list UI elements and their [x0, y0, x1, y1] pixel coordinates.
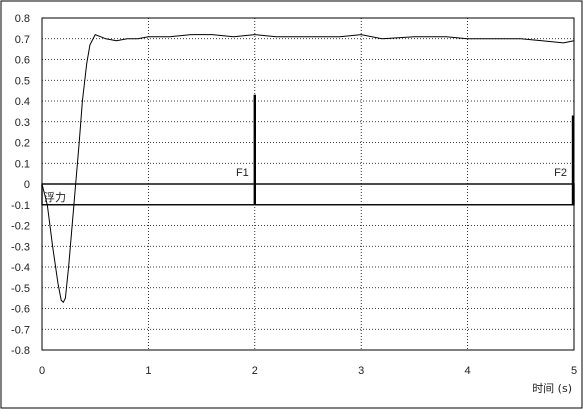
y-tick-label: 0.3 — [15, 117, 30, 129]
series-line-buoyancy — [41, 33, 575, 304]
y-tick-label: -0.3 — [11, 241, 30, 253]
y-tick-label: 0.4 — [15, 96, 30, 108]
x-tick-label: 3 — [358, 365, 364, 377]
y-tick-label: -0.6 — [11, 304, 30, 316]
y-tick-label: -0.2 — [11, 221, 30, 233]
y-tick-label: 0.6 — [15, 55, 30, 67]
y-tick-label: 0.1 — [15, 158, 30, 170]
force-markers: F1 F2 — [236, 94, 575, 205]
y-tick-label: -0.8 — [11, 345, 30, 357]
series-label: 浮力 — [44, 191, 66, 204]
y-tick-label: 0.2 — [15, 138, 30, 150]
y-tick-label: -0.7 — [11, 324, 30, 336]
y-tick-label: -0.4 — [11, 262, 30, 274]
plot-area-border — [41, 17, 575, 351]
x-tick-label: 0 — [39, 365, 45, 377]
x-tick-label: 1 — [145, 365, 151, 377]
marker-label-f1: F1 — [236, 167, 249, 179]
y-tick-label: -0.5 — [11, 283, 30, 295]
y-tick-label: 0.7 — [15, 34, 30, 46]
y-axis-tick-labels: 0.8 0.7 0.6 0.5 0.4 0.3 0.2 0.1 0 -0.1 -0.2 -0.3 -0.… — [11, 13, 30, 357]
y-tick-label: 0.8 — [15, 13, 30, 25]
y-tick-label: 0.5 — [15, 75, 30, 87]
y-tick-label: -0.1 — [11, 200, 30, 212]
marker-label-f2: F2 — [554, 167, 567, 179]
x-axis-tick-labels: 0 1 2 3 4 5 — [39, 365, 577, 377]
y-tick-label: 0 — [24, 179, 30, 191]
x-axis-label: 时间 (s) — [532, 382, 572, 395]
x-tick-label: 2 — [252, 365, 258, 377]
x-tick-label: 5 — [571, 365, 577, 377]
x-tick-label: 4 — [465, 365, 471, 377]
